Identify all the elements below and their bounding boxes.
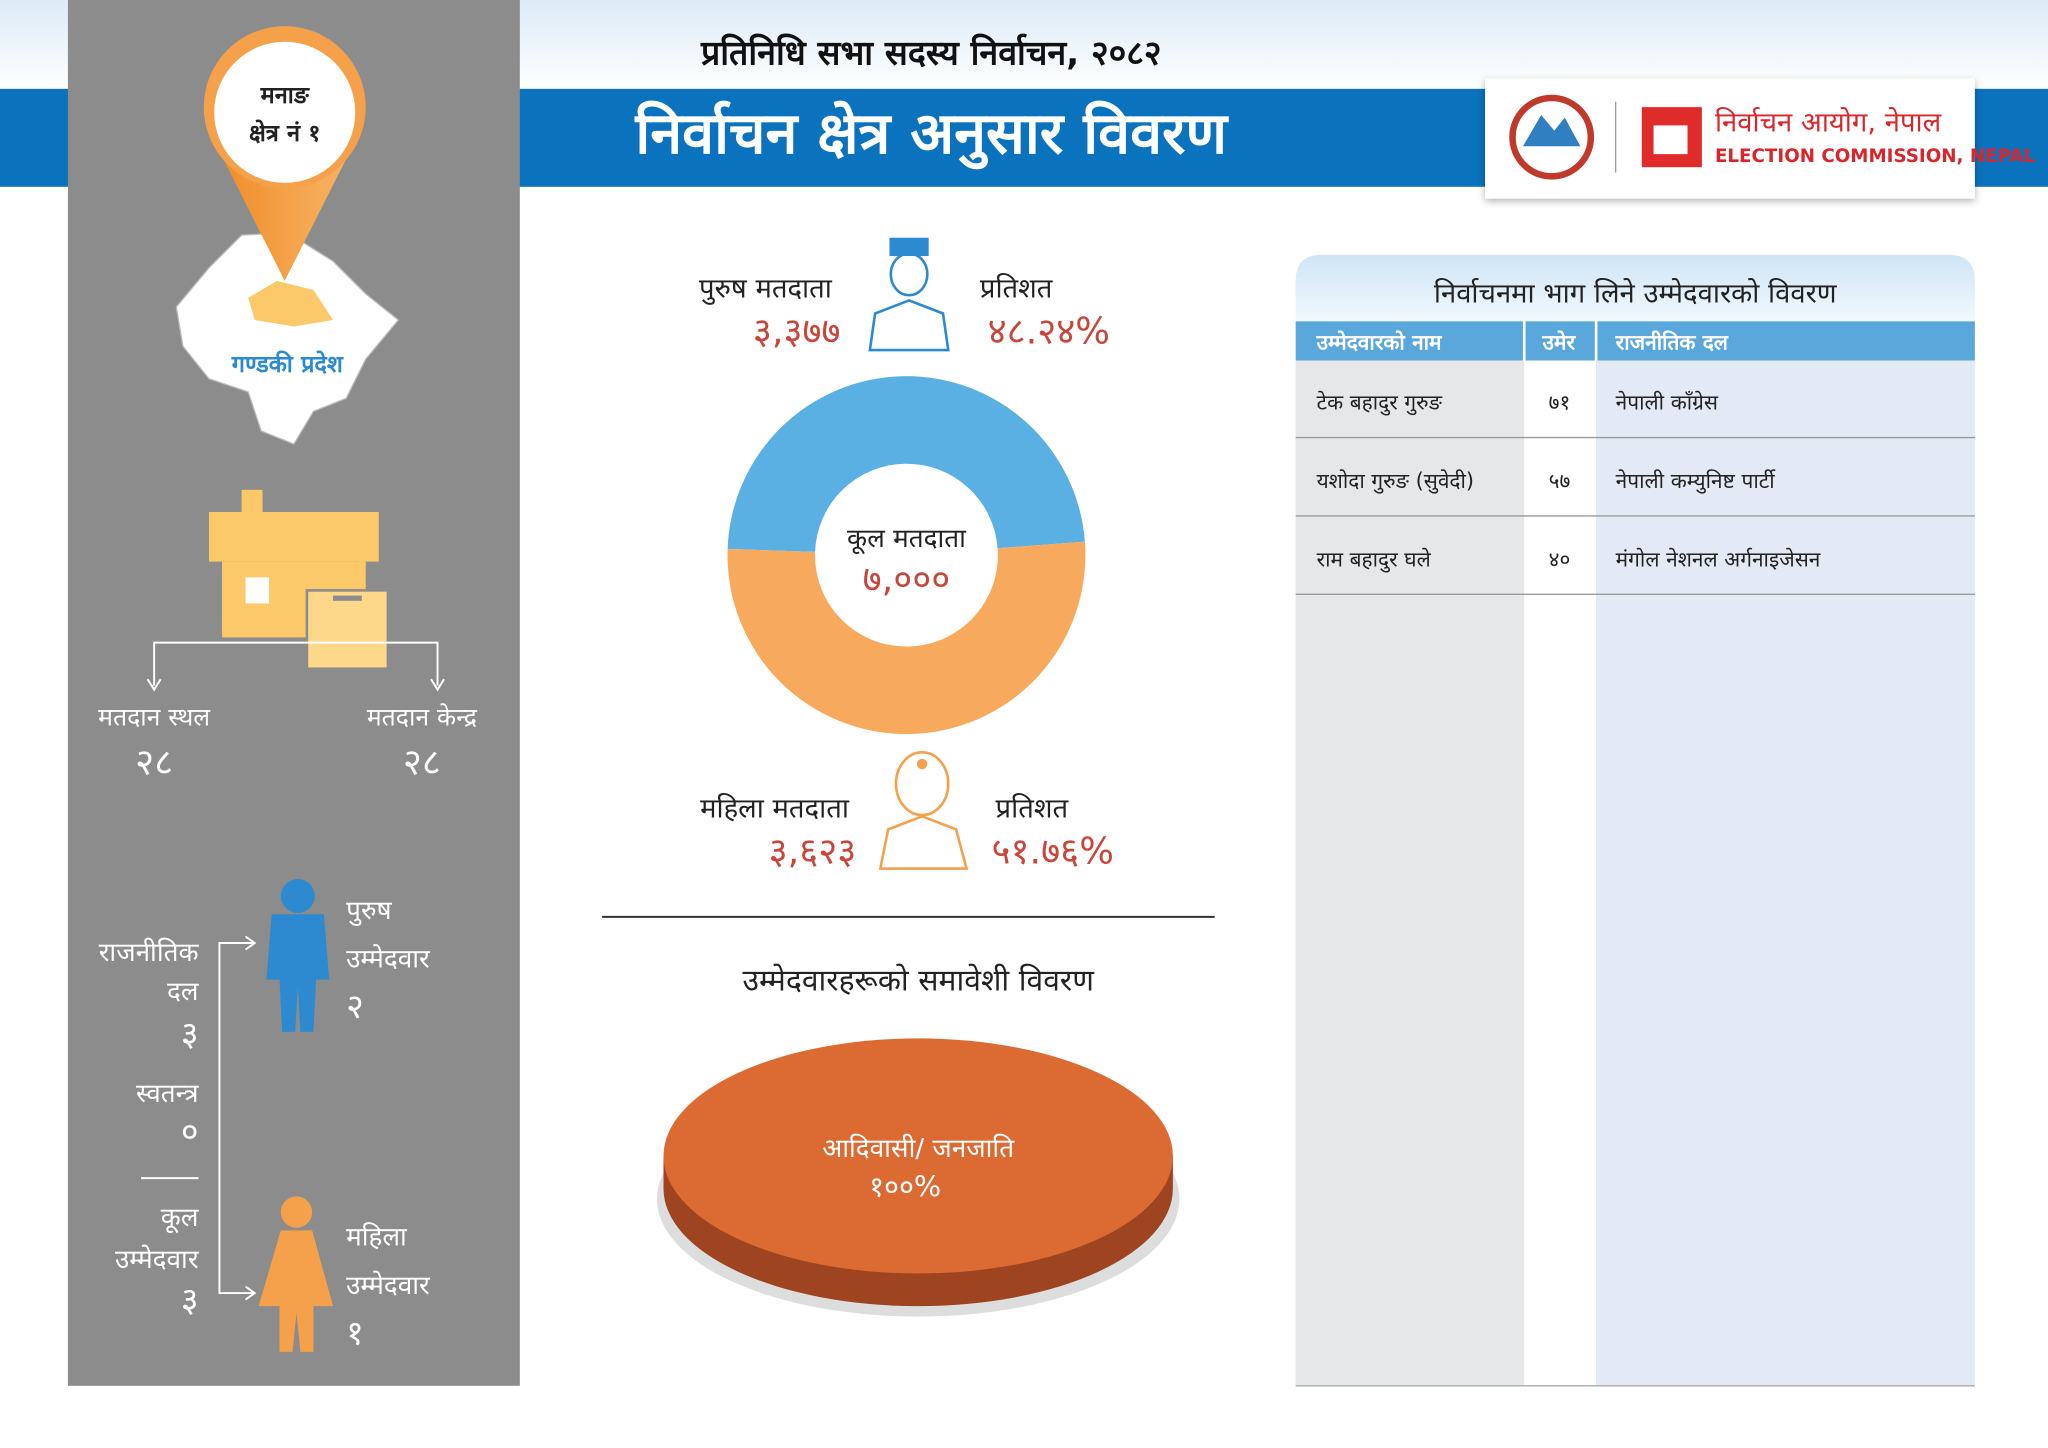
total-label: उम्मेदवार: [115, 1244, 200, 1275]
title: निर्वाचन क्षेत्र अनुसार विवरण: [634, 100, 1229, 170]
polling-places-value: २८: [135, 741, 173, 784]
percent-value: ५१.७६%: [992, 829, 1114, 872]
pie-slice: [663, 1038, 1173, 1274]
table-cell: मंगोल नेशनल अर्गनाइजेसन: [1616, 547, 1821, 571]
voter-label: पुरुष मतदाता: [699, 273, 833, 305]
table-cell: नेपाली कम्युनिष्ट पार्टी: [1616, 469, 1777, 494]
voter-count: ३,३७७: [753, 310, 841, 353]
female-candidates-label: उम्मेदवार: [346, 1270, 431, 1301]
male-icon: [266, 879, 330, 1032]
female-voter-icon: [878, 751, 969, 870]
polling-centers-label: मतदान केन्द्र: [367, 702, 478, 731]
subtitle: प्रतिनिधि सभा सदस्य निर्वाचन, २०८२: [700, 33, 1162, 73]
pie-value-label: १००%: [869, 1170, 941, 1204]
party-value: ३: [181, 1014, 199, 1054]
male-candidates-value: २: [346, 987, 364, 1027]
constituency-no: क्षेत्र नं १: [249, 119, 320, 147]
donut-segment: [727, 541, 1086, 735]
female-icon: [258, 1196, 334, 1352]
independent-value: ०: [181, 1112, 199, 1152]
female-candidates-value: १: [346, 1313, 364, 1353]
logo: निर्वाचन आयोग, नेपाल ELECTION COMMISSION…: [1485, 78, 2036, 199]
percent-title: प्रतिशत: [980, 272, 1053, 304]
table-cell: यशोदा गुरुङ (सुवेदी): [1317, 469, 1475, 494]
table-cell: ४०: [1549, 547, 1571, 571]
polling-icon: [146, 489, 445, 692]
percent-value: ४८.२४%: [988, 310, 1110, 353]
female-candidates-label: महिला: [346, 1222, 408, 1253]
table-header: उमेर: [1542, 330, 1577, 355]
total-label: कूल: [161, 1203, 200, 1234]
table-cell: राम बहादुर घले: [1317, 547, 1432, 573]
voter-count: ३,६२३: [769, 829, 857, 872]
male-candidates-label: उम्मेदवार: [346, 944, 431, 975]
logo-text-np: निर्वाचन आयोग, नेपाल: [1715, 107, 1942, 139]
constituency-name: मनाङ: [260, 81, 310, 109]
table-cell: टेक बहादुर गुरुङ: [1317, 391, 1443, 417]
table-header: उम्मेदवारको नाम: [1316, 330, 1443, 355]
table-cell: ७१: [1549, 391, 1571, 415]
pie-title: उम्मेदवारहरूको समावेशी विवरण: [742, 964, 1095, 999]
party-label: राजनीतिक: [99, 937, 200, 968]
independent-label: स्वतन्त्र: [136, 1079, 199, 1109]
table-title: निर्वाचनमा भाग लिने उम्मेदवारको विवरण: [1434, 278, 1838, 310]
polling-places-label: मतदान स्थल: [98, 702, 211, 731]
total-title: कूल मतदाता: [847, 524, 967, 555]
donut-segment: [727, 376, 1085, 552]
logo-text-en: ELECTION COMMISSION, NEPAL: [1715, 146, 2036, 167]
male-candidates-label: पुरुष: [346, 896, 392, 926]
province: गण्डकी प्रदेश: [231, 350, 344, 378]
candidate-bracket: [141, 935, 257, 1301]
map: मनाङ क्षेत्र नं १ गण्डकी प्रदेश: [175, 26, 400, 445]
total-value: ३: [181, 1281, 199, 1321]
table-cell: ५७: [1549, 469, 1571, 493]
party-label: दल: [167, 977, 200, 1007]
table-header: राजनीतिक दल: [1615, 330, 1729, 355]
table-cell: नेपाली काँग्रेस: [1616, 391, 1719, 415]
total-value: ७,०००: [863, 558, 951, 601]
percent-title: प्रतिशत: [996, 792, 1069, 824]
pie-label: आदिवासी/ जनजाति: [822, 1133, 1015, 1164]
male-voter-icon: [868, 237, 950, 352]
polling-centers-value: २८: [403, 741, 441, 784]
table: निर्वाचनमा भाग लिने उम्मेदवारको विवरण: [1295, 254, 1975, 1387]
voter-label: महिला मतदाता: [700, 792, 850, 824]
